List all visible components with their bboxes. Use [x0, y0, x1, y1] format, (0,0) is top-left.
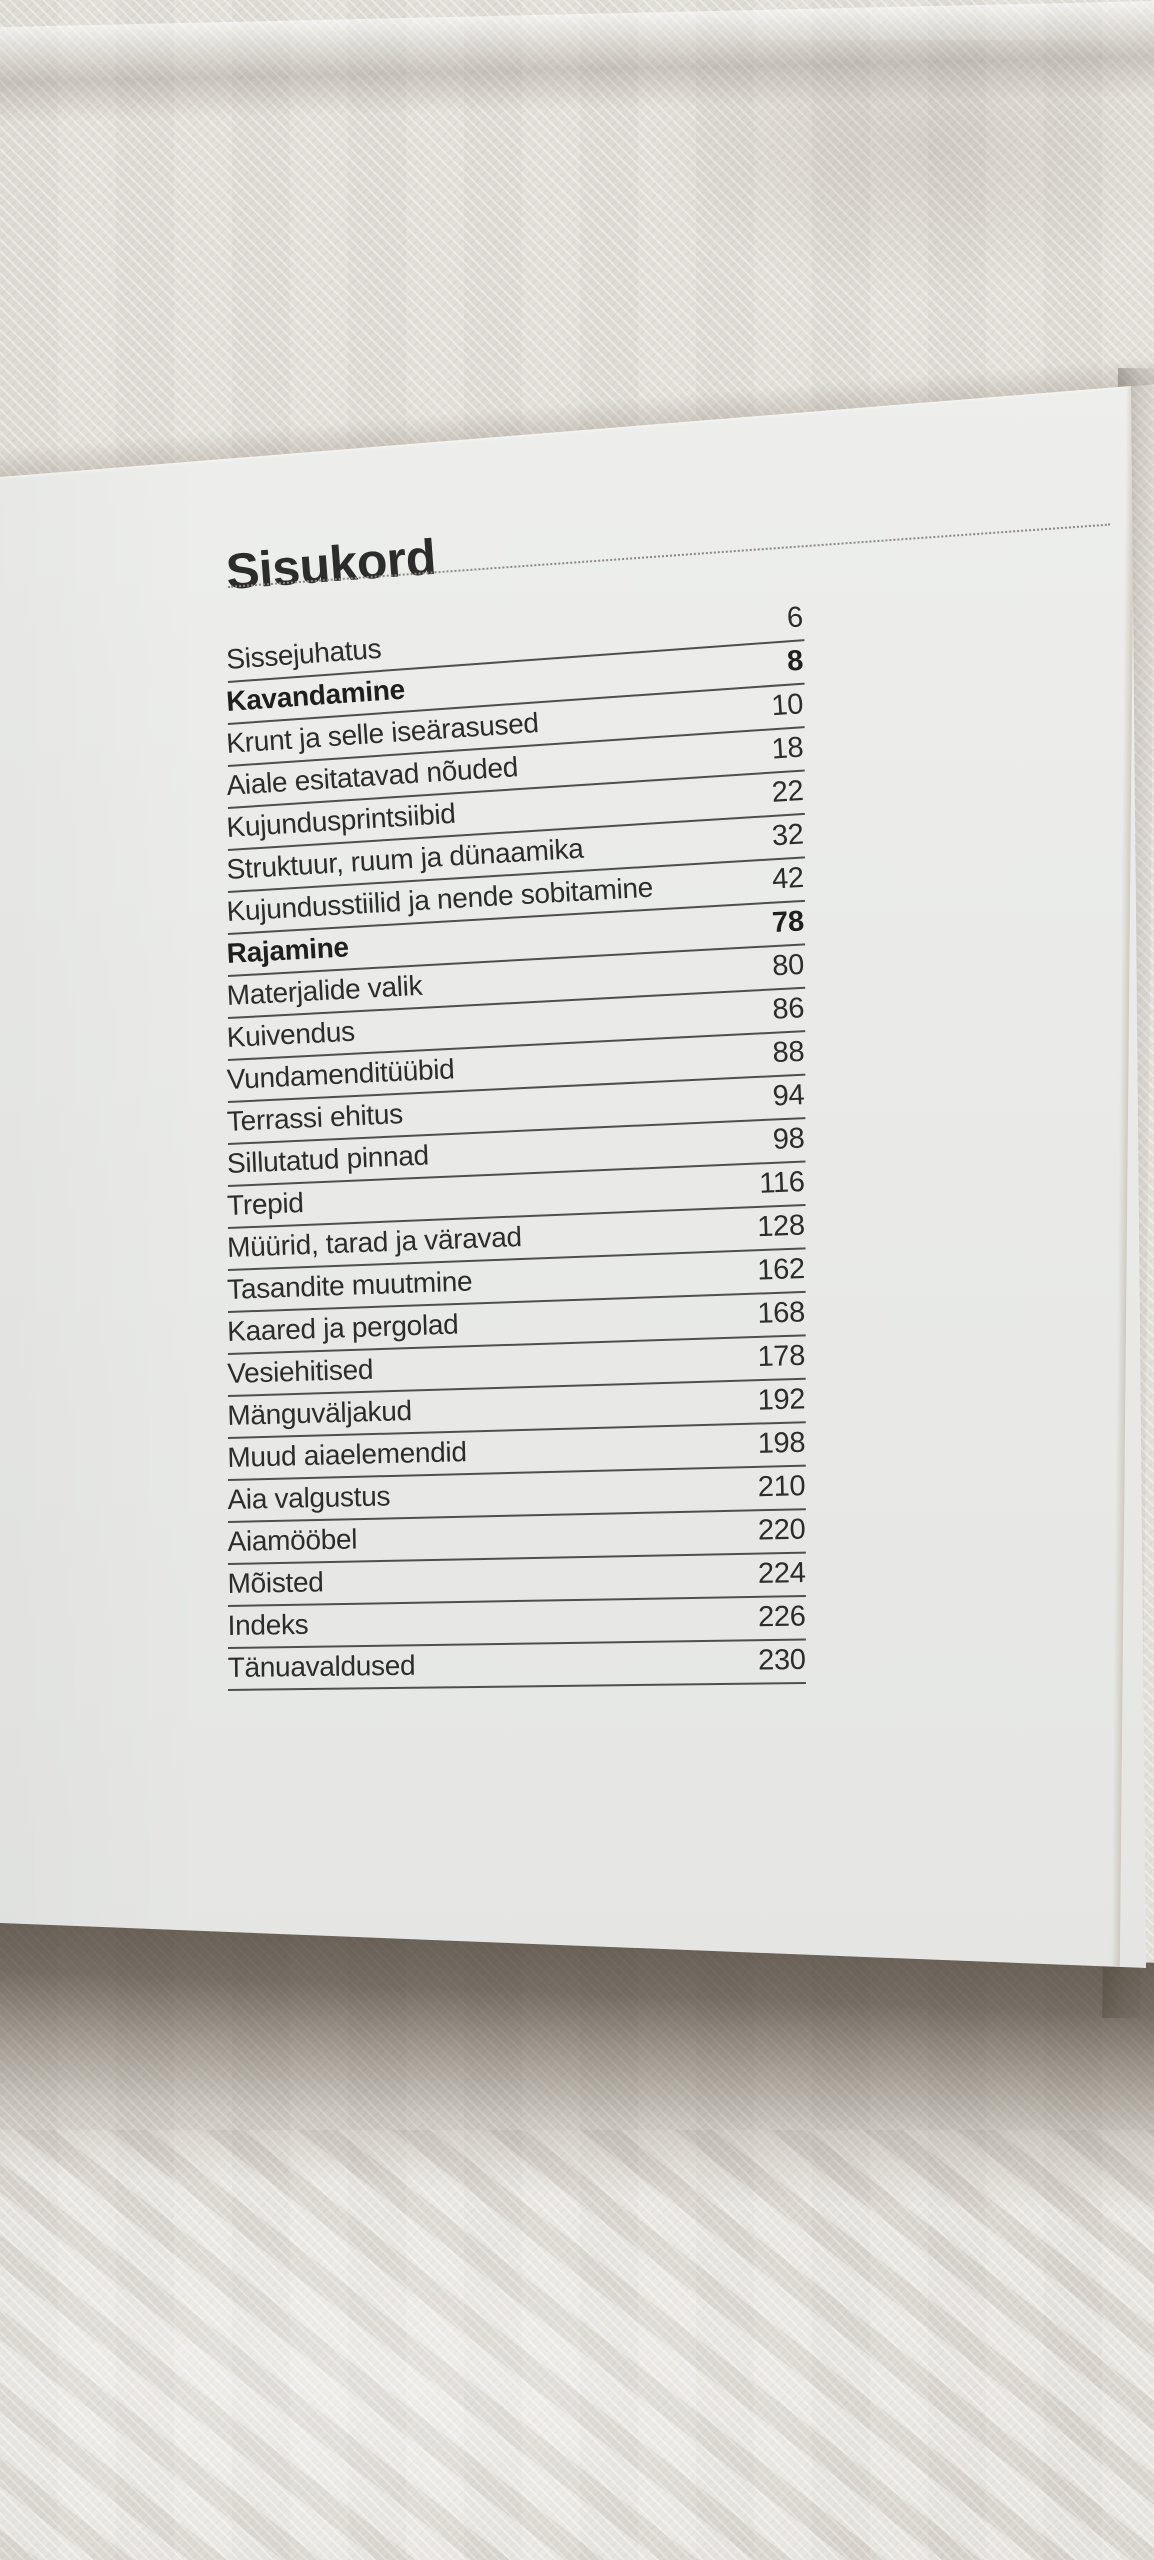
- toc-entry-page: 8: [785, 644, 805, 678]
- toc-entry-label: Aia valgustus: [227, 1480, 391, 1516]
- toc-entry-label: Kaared ja pergolad: [226, 1308, 459, 1348]
- toc-entry-page: 80: [771, 948, 805, 983]
- fabric-wrinkle: [640, 40, 1154, 300]
- toc-entry-page: 6: [785, 601, 804, 635]
- toc-entry-label: Tasandite muutmine: [226, 1265, 473, 1306]
- page-stack-edge: [1110, 386, 1135, 1968]
- toc-entry-label: Mänguväljakud: [226, 1394, 413, 1432]
- toc-entry-page: 226: [757, 1600, 806, 1634]
- toc-entry-label: Rajamine: [225, 931, 350, 970]
- toc-entry-page: 86: [771, 992, 805, 1026]
- toc-entry-page: 10: [770, 688, 805, 723]
- toc-entry-page: 192: [757, 1383, 806, 1417]
- toc-entry-page: 198: [757, 1426, 806, 1460]
- toc-entry-label: Trepid: [226, 1186, 305, 1222]
- toc-entry-label: Indeks: [227, 1608, 309, 1642]
- toc-entry-page: 18: [770, 731, 805, 766]
- toc-entry-page: 116: [758, 1166, 806, 1200]
- toc-entry-page: 42: [771, 861, 805, 896]
- toc-entry-page: 32: [770, 818, 805, 853]
- toc-entry-page: 230: [757, 1643, 806, 1677]
- book-cast-shadow: [0, 1918, 1154, 2221]
- toc-entry-page: 88: [771, 1035, 805, 1070]
- toc-entry-label: Muud aiaelemendid: [227, 1436, 468, 1474]
- page-title: Sisukord: [224, 528, 438, 600]
- toc-entry-label: Tänuavaldused: [227, 1649, 416, 1684]
- toc-entry-page: 178: [757, 1339, 806, 1374]
- toc-entry-page: 128: [756, 1209, 806, 1244]
- toc-entry-page: 22: [770, 774, 805, 809]
- toc-entry-page: 220: [757, 1513, 806, 1547]
- toc-entry-label: Vesiehitised: [226, 1353, 374, 1390]
- toc-entry-label: Mõisted: [227, 1566, 324, 1600]
- toc-entry-page: 94: [771, 1079, 806, 1113]
- toc-entry-label: Terrassi ehitus: [226, 1098, 404, 1138]
- toc-entry-page: 210: [757, 1470, 806, 1504]
- toc-entry-page: 224: [757, 1557, 806, 1590]
- toc-entry-page: 78: [771, 905, 805, 940]
- toc-entry-label: Sillutatud pinnad: [226, 1139, 430, 1180]
- toc-entry-label: Aiamööbel: [227, 1523, 358, 1558]
- toc-entry-page: 168: [756, 1296, 806, 1330]
- toc-entry-label: Kuivendus: [226, 1015, 356, 1054]
- toc-entry-page: 98: [772, 1122, 806, 1156]
- toc-entry-page: 162: [756, 1252, 806, 1287]
- toc-row: Tänuavaldused 230: [227, 1637, 806, 1691]
